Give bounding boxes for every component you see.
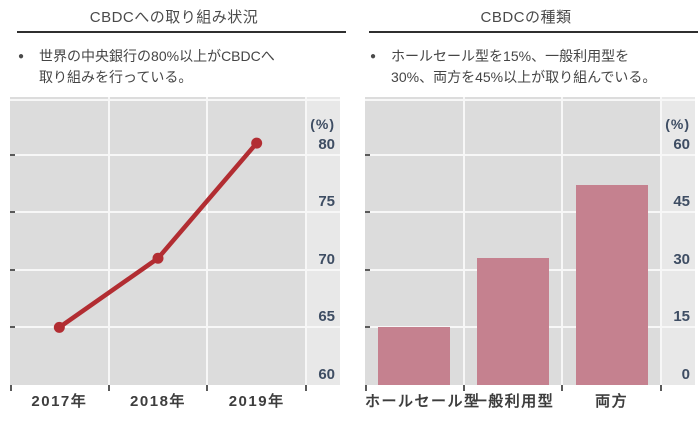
bullet-line: 30%、両方を45%以上が取り組んでいる。 xyxy=(391,69,657,85)
gridline-horizontal xyxy=(10,153,340,156)
bullet-text: ホールセール型を15%、一般利用型を 30%、両方を45%以上が取り組んでいる。 xyxy=(391,46,656,88)
gridline-vertical xyxy=(660,97,662,385)
gridline-horizontal xyxy=(365,211,695,214)
x-axis-tick-label: 2017年 xyxy=(31,393,88,410)
y-axis-tick xyxy=(365,326,370,329)
bar-一般利用型 xyxy=(477,258,549,385)
y-axis-unit-label: (%) xyxy=(310,115,335,132)
y-axis-unit-label: (%) xyxy=(665,115,690,132)
data-point-marker xyxy=(152,252,164,264)
x-axis-tick xyxy=(305,385,307,391)
bullet-text: 世界の中央銀行の80%以上がCBDCへ 取り組みを行っている。 xyxy=(39,46,275,88)
gridline-vertical xyxy=(305,97,307,385)
bullet-line: ホールセール型を15%、一般利用型を xyxy=(391,48,630,64)
title-underline xyxy=(369,31,698,33)
x-axis-tick-label: ホールセール型 xyxy=(365,393,481,410)
y-axis-tick xyxy=(365,211,370,214)
gridline-horizontal xyxy=(10,211,340,214)
gridline-vertical xyxy=(206,97,209,385)
y-axis-tick-label: 15 xyxy=(673,308,690,326)
x-axis-tick xyxy=(660,385,662,391)
x-axis-tick-label: 2019年 xyxy=(228,393,285,410)
line-path xyxy=(58,141,259,330)
axis-label-column xyxy=(661,97,695,385)
bullet-icon: ● xyxy=(370,51,377,62)
x-axis-tick-label: 両方 xyxy=(595,393,629,410)
panel-title: CBDCの種類 xyxy=(480,9,572,26)
cbdc-types-panel: CBDCの種類 ● ホールセール型を15%、一般利用型を 30%、両方を45%以… xyxy=(352,0,700,424)
axis-label-column xyxy=(306,97,340,385)
y-axis-tick-label: 0 xyxy=(681,366,690,383)
x-axis-tick xyxy=(10,385,12,391)
y-axis-tick-label: 30 xyxy=(673,250,690,268)
x-axis-tick xyxy=(206,385,209,391)
bullet-line: 世界の中央銀行の80%以上がCBDCへ xyxy=(39,48,275,64)
data-point-marker xyxy=(53,321,65,333)
y-axis-tick-label: 60 xyxy=(673,135,690,153)
x-axis-tick xyxy=(365,385,367,391)
y-axis-tick xyxy=(10,211,15,214)
y-axis-tick-label: 60 xyxy=(318,366,335,383)
data-point-marker xyxy=(251,137,263,149)
x-axis-tick xyxy=(107,385,110,391)
gridline-horizontal xyxy=(365,153,695,156)
y-axis-tick xyxy=(365,153,370,156)
gridline-vertical xyxy=(462,97,465,385)
x-axis-tick xyxy=(462,385,465,391)
gridline-horizontal xyxy=(10,326,340,329)
y-axis-tick-label: 75 xyxy=(318,193,335,211)
types-bar-chart: 0 15 30 45 60 ホールセール型 一般利用型 両方 (%) xyxy=(365,97,695,410)
y-axis-tick-label: 80 xyxy=(318,135,335,153)
y-axis-tick xyxy=(10,326,15,329)
bullet-item: ● 世界の中央銀行の80%以上がCBDCへ 取り組みを行っている。 xyxy=(18,46,346,88)
y-axis-tick xyxy=(10,268,15,271)
y-axis-tick xyxy=(365,268,370,271)
line-series xyxy=(53,137,263,333)
bar-ホールセール型 xyxy=(378,327,451,385)
gridline-horizontal xyxy=(365,99,695,101)
gridline-horizontal xyxy=(10,268,340,271)
y-axis-tick-label: 45 xyxy=(673,193,690,211)
bullet-icon: ● xyxy=(18,51,25,62)
y-axis-tick-label: 65 xyxy=(318,308,335,326)
y-axis-tick xyxy=(10,153,15,156)
x-axis-tick-label: 2018年 xyxy=(130,393,186,410)
bullet-item: ● ホールセール型を15%、一般利用型を 30%、両方を45%以上が取り組んでい… xyxy=(370,46,698,88)
x-axis-tick xyxy=(561,385,564,391)
title-underline xyxy=(17,31,346,33)
y-axis-tick-label: 70 xyxy=(318,250,335,268)
gridline-vertical xyxy=(561,97,564,385)
gridline-vertical xyxy=(107,97,110,385)
panel-title: CBDCへの取り組み状況 xyxy=(89,9,259,26)
engagement-panel: CBDCへの取り組み状況 ● 世界の中央銀行の80%以上がCBDCへ 取り組みを… xyxy=(0,0,348,424)
gridline-horizontal xyxy=(10,99,340,101)
bar-両方 xyxy=(575,185,648,385)
x-axis-tick-label: 一般利用型 xyxy=(471,393,555,410)
engagement-line-chart: 60 65 70 75 80 2017年 2018年 2019年 (%) xyxy=(10,97,340,410)
bullet-line: 取り組みを行っている。 xyxy=(39,69,193,85)
